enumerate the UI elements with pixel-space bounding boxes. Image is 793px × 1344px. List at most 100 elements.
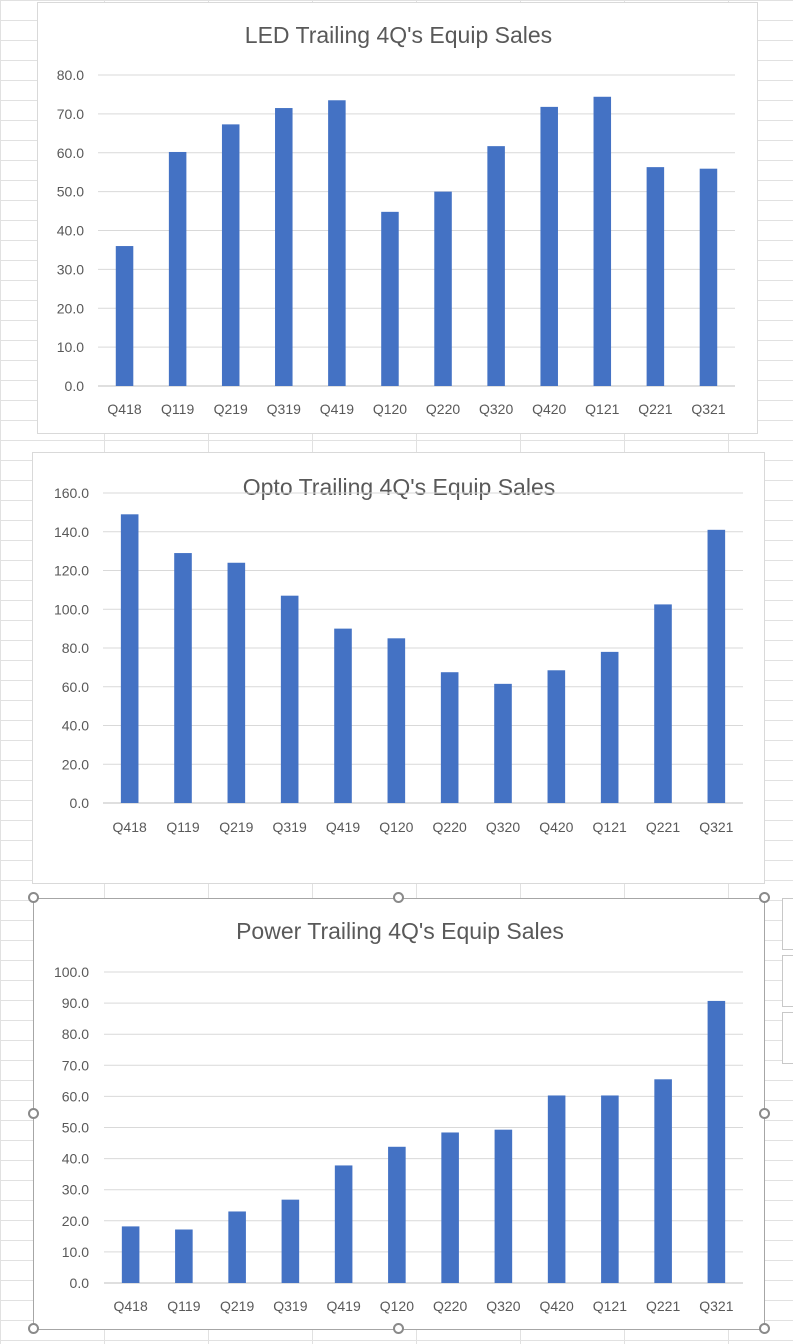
chart-filters-button[interactable] — [782, 1012, 793, 1064]
y-tick-label: 70.0 — [57, 106, 84, 122]
bar-q420[interactable] — [547, 1095, 566, 1283]
y-tick-label: 60.0 — [57, 145, 84, 161]
opto-chart-svg: Opto Trailing 4Q's Equip Sales 0.0 20.0 40… — [54, 474, 743, 835]
y-tick-label: 20.0 — [62, 1213, 89, 1229]
bar-q119[interactable] — [175, 1229, 193, 1283]
x-tick-label: Q119 — [167, 1298, 200, 1314]
bar-q219[interactable] — [221, 124, 240, 386]
led-chart[interactable]: LED Trailing 4Q's Equip Sales 0.0 10.0 20.… — [37, 2, 758, 434]
bar-q418[interactable] — [115, 246, 134, 386]
chart-title: Opto Trailing 4Q's Equip Sales — [243, 474, 556, 500]
bar-q420[interactable] — [540, 106, 558, 386]
x-tick-label: Q320 — [486, 1298, 520, 1314]
bar-q319[interactable] — [281, 1199, 300, 1283]
bar-q319[interactable] — [275, 108, 293, 386]
x-tick-label: Q320 — [486, 819, 520, 835]
plot-area: 0.0 10.0 20.0 30.0 40.0 50.0 60.0 70.0 80.0 Q418 Q… — [57, 67, 735, 417]
bar-q220[interactable] — [434, 191, 452, 386]
x-tick-label: Q221 — [638, 401, 672, 417]
chart-styles-button[interactable] — [782, 955, 793, 1007]
resize-handle-top-right[interactable] — [759, 892, 770, 903]
resize-handle-top-left[interactable] — [28, 892, 39, 903]
bar-q121[interactable] — [593, 96, 612, 387]
y-tick-label: 40.0 — [57, 223, 84, 239]
y-tick-label: 20.0 — [57, 300, 84, 316]
chart-title: Power Trailing 4Q's Equip Sales — [236, 918, 564, 944]
plot-area: 0.0 10.0 20.0 30.0 40.0 50.0 60.0 70.0 80.0 90.0 1… — [54, 964, 743, 1314]
chart-title: LED Trailing 4Q's Equip Sales — [245, 22, 552, 48]
x-tick-label: Q319 — [267, 401, 301, 417]
x-tick-label: Q420 — [539, 819, 573, 835]
y-tick-label: 20.0 — [62, 756, 89, 772]
bar-q320[interactable] — [494, 683, 512, 803]
x-tick-label: Q220 — [426, 401, 460, 417]
y-tick-label: 90.0 — [62, 995, 89, 1011]
bar-q419[interactable] — [334, 628, 352, 803]
resize-handle-middle-right[interactable] — [759, 1108, 770, 1119]
x-tick-label: Q420 — [540, 1298, 574, 1314]
plot-area: 0.0 20.0 40.0 60.0 80.0 100.0 120.0 140.0 160.0 Q… — [54, 485, 743, 835]
x-tick-label: Q219 — [220, 1298, 254, 1314]
y-tick-label: 0.0 — [70, 795, 90, 811]
opto-chart[interactable]: Opto Trailing 4Q's Equip Sales 0.0 20.0 40… — [32, 452, 765, 884]
bar-q420[interactable] — [547, 670, 566, 803]
bar-q219[interactable] — [228, 1211, 246, 1283]
x-tick-label: Q121 — [593, 1298, 627, 1314]
y-tick-label: 60.0 — [62, 679, 89, 695]
bar-q119[interactable] — [168, 151, 187, 386]
bar-q121[interactable] — [600, 651, 619, 803]
y-tick-label: 0.0 — [65, 378, 85, 394]
x-tick-label: Q418 — [107, 401, 141, 417]
bar-q119[interactable] — [174, 553, 192, 803]
bar-q221[interactable] — [654, 1079, 672, 1283]
bar-q419[interactable] — [328, 100, 346, 387]
x-tick-label: Q321 — [691, 401, 725, 417]
y-tick-label: 100.0 — [54, 964, 89, 980]
bar-q321[interactable] — [707, 529, 726, 803]
x-tick-label: Q119 — [161, 401, 194, 417]
bar-q121[interactable] — [601, 1095, 619, 1283]
bar-q319[interactable] — [280, 595, 299, 803]
y-tick-label: 50.0 — [62, 1120, 89, 1136]
bar-q221[interactable] — [654, 604, 672, 803]
bar-q418[interactable] — [120, 514, 139, 803]
x-tick-label: Q120 — [379, 819, 413, 835]
power-chart[interactable]: Power Trailing 4Q's Equip Sales 0.0 10.0 2… — [33, 898, 765, 1330]
x-tick-label: Q321 — [699, 1298, 733, 1314]
bar-q320[interactable] — [487, 146, 505, 386]
power-chart-svg: Power Trailing 4Q's Equip Sales 0.0 10.0 2… — [54, 918, 743, 1314]
y-tick-label: 160.0 — [54, 485, 89, 501]
y-tick-label: 10.0 — [62, 1244, 89, 1260]
x-tick-label: Q321 — [699, 819, 733, 835]
resize-handle-top-middle[interactable] — [393, 892, 404, 903]
resize-handle-bottom-left[interactable] — [28, 1323, 39, 1334]
bar-q220[interactable] — [441, 1132, 459, 1283]
x-tick-label: Q419 — [320, 401, 354, 417]
bar-q221[interactable] — [646, 167, 665, 386]
bar-q321[interactable] — [699, 168, 718, 386]
bar-q220[interactable] — [440, 672, 459, 803]
resize-handle-bottom-middle[interactable] — [393, 1323, 404, 1334]
x-tick-label: Q418 — [113, 819, 147, 835]
bar-q120[interactable] — [388, 1146, 406, 1283]
x-tick-label: Q418 — [114, 1298, 148, 1314]
x-tick-label: Q319 — [273, 1298, 307, 1314]
x-tick-label: Q220 — [433, 1298, 467, 1314]
resize-handle-bottom-right[interactable] — [759, 1323, 770, 1334]
bar-q320[interactable] — [494, 1129, 513, 1283]
x-tick-label: Q121 — [585, 401, 619, 417]
x-tick-label: Q419 — [326, 819, 360, 835]
chart-elements-button[interactable] — [782, 898, 793, 950]
resize-handle-middle-left[interactable] — [28, 1108, 39, 1119]
bar-q120[interactable] — [381, 211, 399, 386]
y-tick-label: 70.0 — [62, 1057, 89, 1073]
bar-q418[interactable] — [121, 1226, 140, 1283]
bar-q321[interactable] — [707, 1000, 726, 1283]
bar-q419[interactable] — [334, 1165, 353, 1283]
bar-q219[interactable] — [227, 562, 246, 803]
y-tick-label: 120.0 — [54, 563, 89, 579]
x-tick-label: Q119 — [166, 819, 199, 835]
y-tick-label: 10.0 — [57, 339, 84, 355]
bar-q120[interactable] — [387, 638, 406, 803]
y-tick-label: 50.0 — [57, 184, 84, 200]
